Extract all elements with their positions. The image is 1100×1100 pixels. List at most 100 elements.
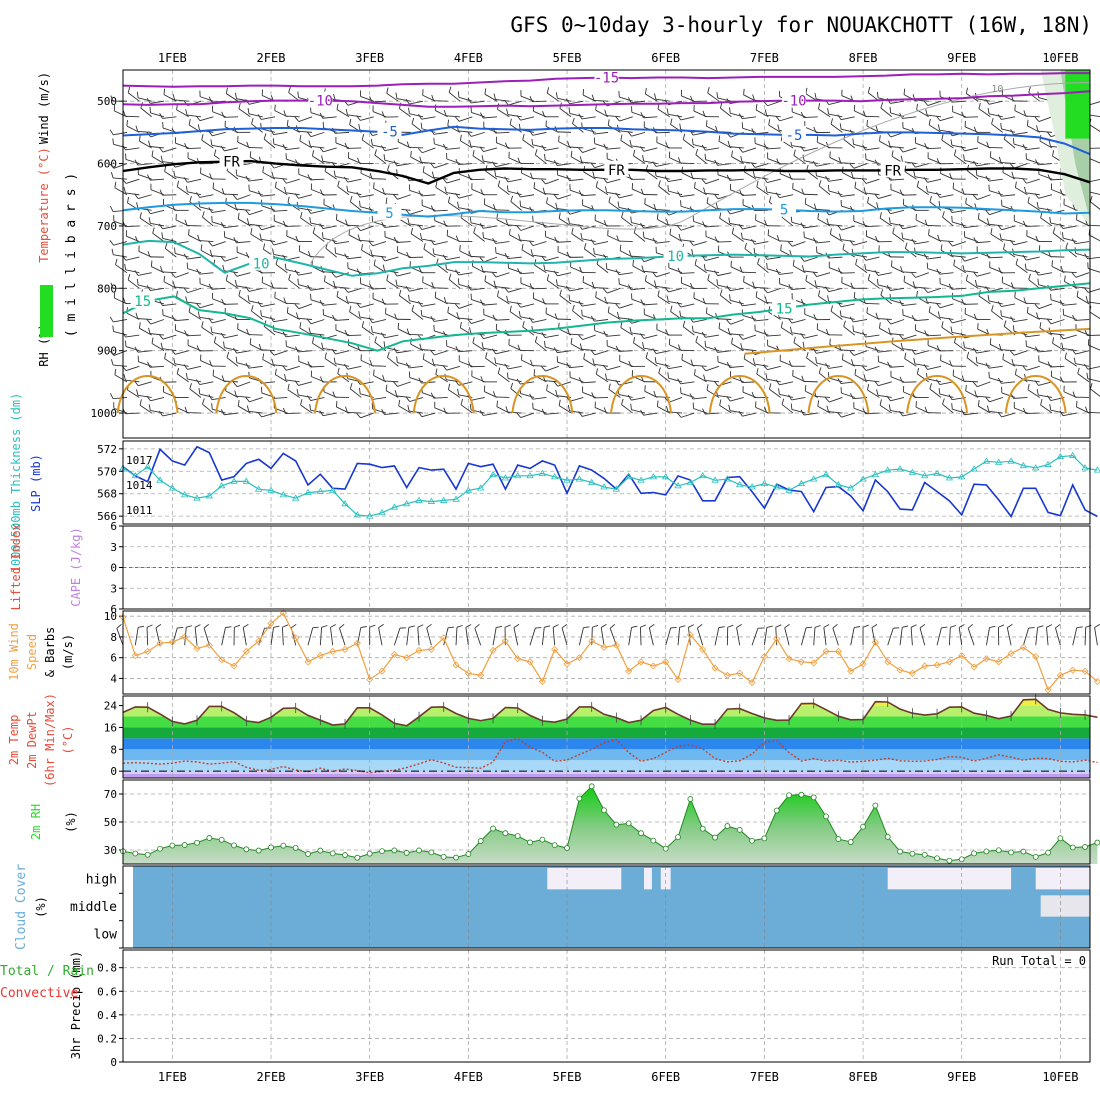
date-label-top: 7FEB [750,51,779,65]
wind-barb [211,131,226,137]
wind-barb [343,287,349,293]
wind-barb [569,100,584,105]
wind-barb [567,328,570,335]
wind-barb [952,241,966,247]
wind-speed-marker [896,666,904,674]
wind-barb [298,207,313,211]
wind-barb [245,396,250,403]
wind-speed-marker [933,661,941,669]
wind-barb [978,405,991,414]
wind-barb [886,395,891,402]
wind-barb [508,100,522,106]
wind-barb [467,361,472,367]
wind-barb [136,91,139,98]
wind-barb [1038,350,1053,353]
wind-barb [225,203,239,211]
wind-barb [155,623,162,629]
wind-barb [291,623,297,629]
wind-barb [426,627,432,646]
wind-barb [372,331,387,336]
thickness-marker [489,470,497,478]
wind-barb [1051,260,1053,267]
wind-barb [1086,372,1089,379]
wind-barb [361,249,374,258]
wind-barb [520,194,535,198]
contour-label: 10 [667,249,684,265]
wind-barb [1028,273,1031,280]
wind-barb [520,393,535,398]
wind-barb [680,225,695,231]
wind-barb [800,409,805,416]
wind-barb [730,319,744,325]
wind-barb [339,623,345,629]
wind-barb [849,240,854,246]
wind-barb [643,116,658,119]
wind-barb [285,147,300,151]
temperature-contour-20 [610,375,673,414]
wind-barb [1002,359,1016,367]
thickness-tick-label: 570 [97,465,117,478]
rh-marker [206,835,213,841]
thickness-marker [773,483,781,490]
wind-barb [297,91,299,98]
wind-barb [742,348,757,352]
wind-barb [989,151,992,158]
wind-barb [936,192,941,198]
wind-barb [110,172,114,179]
wind-barb [545,346,559,352]
wind-barb [245,209,250,215]
wind-speed-line [122,612,1098,692]
wind-barb [902,225,917,230]
wind-barb [261,116,276,120]
wind-barb [459,134,462,141]
wind-barb [604,296,607,303]
wind-barb [730,209,744,215]
thickness-marker [847,484,855,491]
wind-barb [188,118,191,126]
wind-barb [768,119,771,126]
wind-barb [1094,627,1098,646]
wind-barb [919,623,926,629]
wind-barb [504,287,509,293]
wind-barb [615,379,620,386]
thickness-marker [637,476,645,483]
wind-barb [521,249,535,258]
wind-barb [356,268,361,275]
wind-barb [879,212,882,219]
wind-barb [854,187,868,196]
wind-barb [345,406,348,413]
wind-barb [323,275,326,282]
wind-barb [139,212,142,219]
axis-title-wind-speed: Speed [25,634,39,670]
wind-speed-marker [773,635,781,643]
wind-barb [1075,272,1090,278]
wind-barb [220,222,225,228]
wind-barb [558,399,561,406]
thickness-marker [254,485,263,492]
wind-barb [805,280,818,289]
wind-barb [137,130,152,133]
wind-barb [951,255,966,258]
temperature-band [123,727,1090,739]
wind-barb [509,305,512,312]
wind-barb [1046,318,1052,325]
wind-barb [373,182,375,189]
wind-barb [174,99,189,102]
wind-barb [272,248,275,255]
wind-barb [973,126,977,133]
wind-barb [269,350,275,356]
wind-barb [557,194,572,200]
wind-barb [605,263,608,270]
thickness-marker [600,483,608,490]
wind-barb [900,155,903,162]
wind-barb [335,350,350,355]
thickness-marker [575,475,584,482]
wind-barb [643,303,658,306]
thickness-marker [328,486,337,493]
wind-barb [973,313,977,320]
wind-barb [245,286,250,292]
wind-barb [189,196,192,203]
wind-barb [361,321,365,328]
wind-barb [495,286,510,289]
wind-barb [176,367,180,374]
